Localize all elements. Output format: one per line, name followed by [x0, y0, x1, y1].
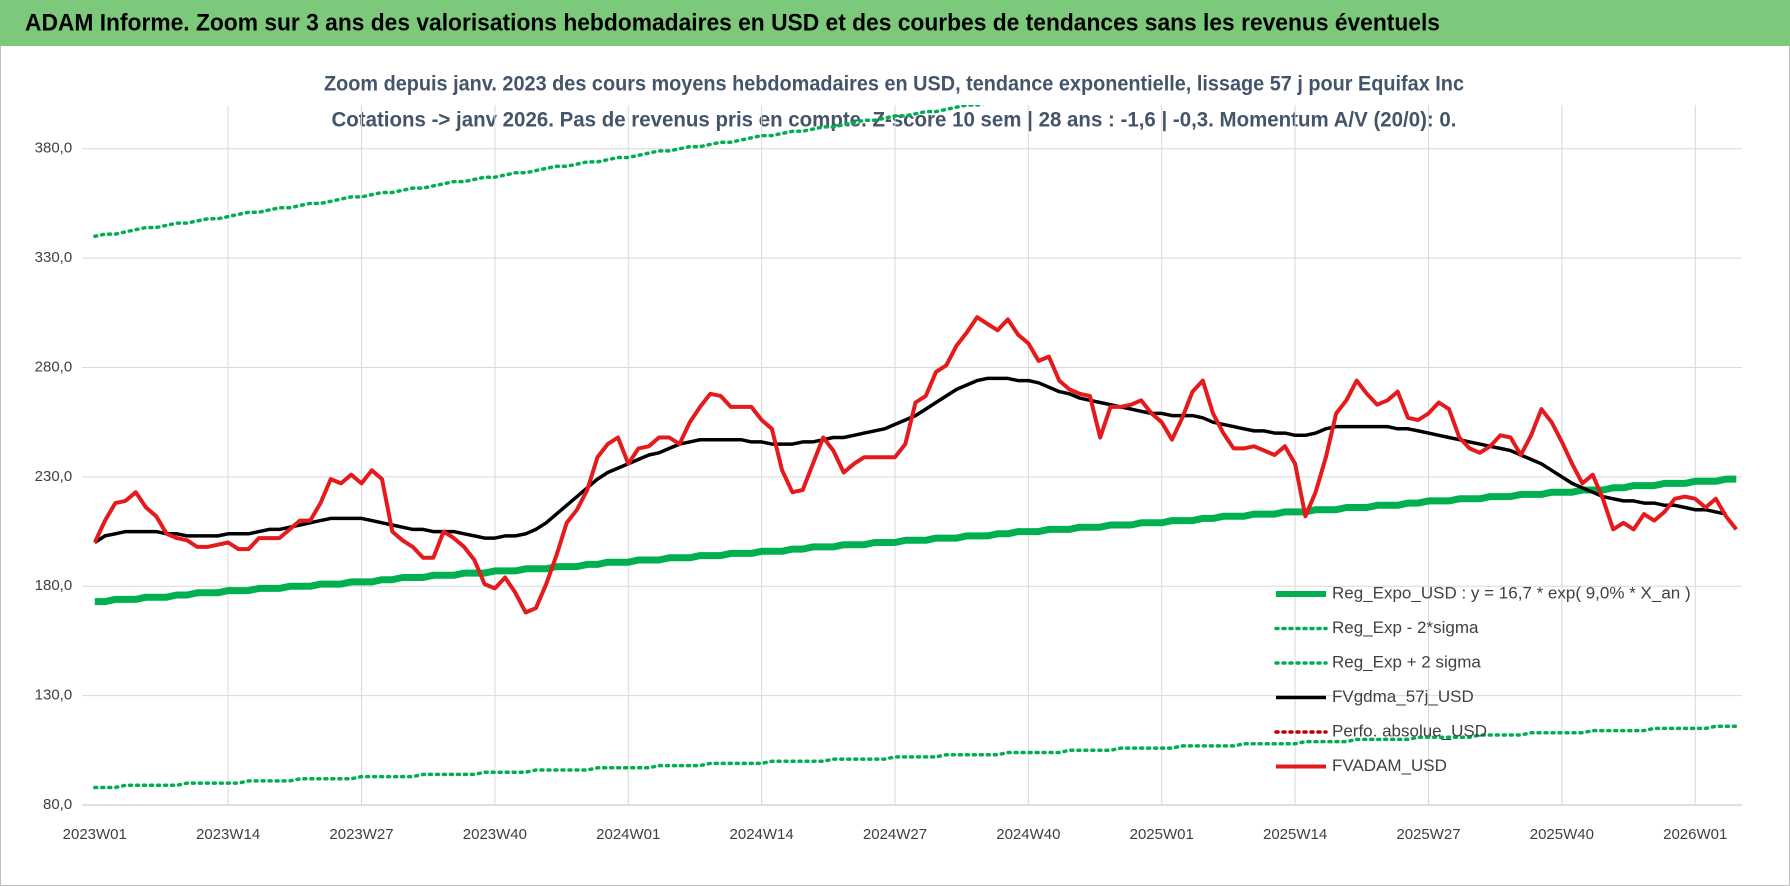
- y-tick-label: 230,0: [35, 468, 73, 485]
- x-tick-label: 2024W14: [730, 826, 794, 843]
- legend-label: Reg_Expo_USD : y = 16,7 * exp( 9,0% * X_…: [1332, 583, 1691, 602]
- legend-label: Perfo. absolue_USD: [1332, 721, 1487, 740]
- y-tick-label: 180,0: [35, 577, 73, 594]
- series-line: [92, 315, 1738, 615]
- x-tick-label: 2024W27: [863, 826, 927, 843]
- y-tick-label: 330,0: [35, 249, 73, 266]
- series-line: [93, 724, 1739, 790]
- grid: 80,0 130,0 180,0 230,0 280,0 330,0 380,0 2023W0…: [35, 105, 1743, 843]
- legend-label: FVADAM_USD: [1332, 756, 1447, 775]
- series-line: [94, 475, 1737, 606]
- legend-label: Reg_Exp + 2 sigma: [1332, 652, 1481, 671]
- chart-title: Zoom depuis janv. 2023 des cours moyens …: [324, 73, 1464, 96]
- x-tick-label: 2023W01: [63, 826, 127, 843]
- x-tick-label: 2023W14: [196, 826, 260, 843]
- y-tick-label: 380,0: [35, 140, 73, 157]
- header-bar: [0, 0, 1790, 46]
- x-tick-label: 2024W40: [996, 826, 1060, 843]
- x-tick-label: 2024W01: [596, 826, 660, 843]
- series-line: [93, 105, 986, 239]
- legend-label: FVgdma_57j_USD: [1332, 687, 1474, 706]
- plot-area: [92, 105, 1739, 790]
- y-tick-label: 280,0: [35, 358, 73, 375]
- x-tick-label: 2026W01: [1663, 826, 1727, 843]
- x-tick-label: 2025W14: [1263, 826, 1327, 843]
- x-tick-label: 2025W01: [1130, 826, 1194, 843]
- y-tick-label: 130,0: [35, 687, 73, 704]
- chart-subtitle: Cotations -> janv 2026. Pas de revenus p…: [332, 109, 1457, 132]
- x-tick-label: 2023W40: [463, 826, 527, 843]
- x-tick-label: 2023W27: [329, 826, 393, 843]
- legend-label: Reg_Exp - 2*sigma: [1332, 618, 1479, 637]
- x-tick-label: 2025W40: [1530, 826, 1594, 843]
- header: ADAM Informe. Zoom sur 3 ans des valoris…: [25, 9, 1440, 36]
- x-tick-label: 2025W27: [1396, 826, 1460, 843]
- y-tick-label: 80,0: [43, 796, 72, 813]
- legend: Reg_Expo_USD : y = 16,7 * exp( 9,0% * X_…: [1274, 583, 1691, 775]
